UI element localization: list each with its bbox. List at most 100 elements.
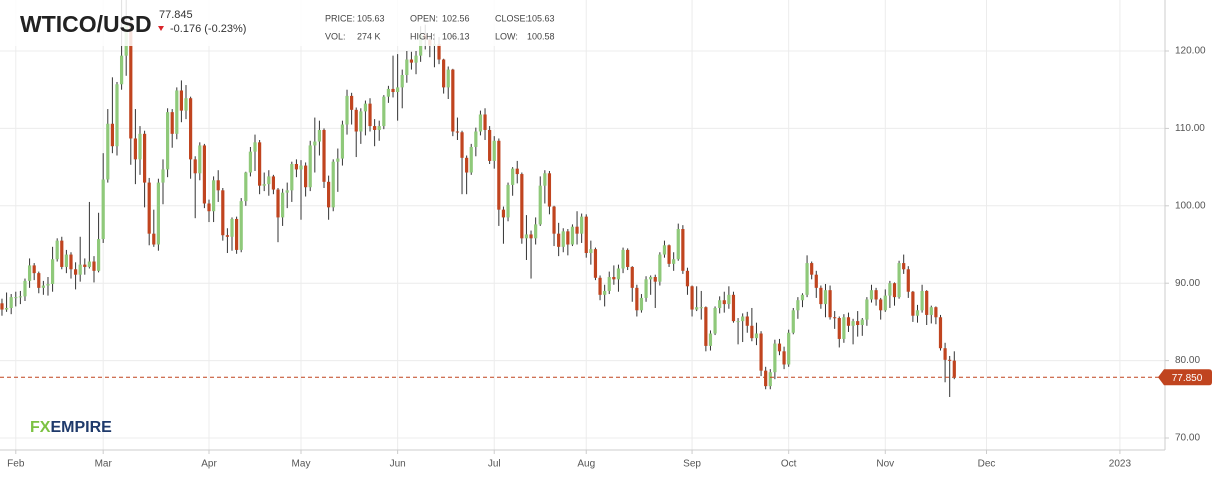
candle-body [262,184,266,186]
candle-body [368,103,372,127]
candle-body [860,319,864,325]
candle-body [718,300,722,308]
candle-body [708,333,713,346]
candle-body [529,234,533,239]
candle-body [713,307,717,334]
candle-body [50,259,55,284]
candle-body [106,123,110,180]
candle-body [934,307,938,318]
candle-body [354,109,358,132]
candle-body [612,277,616,280]
candle-body [331,161,335,208]
candle-body [221,190,225,236]
candle-body [363,103,368,112]
candle-body [179,90,184,111]
candle-body [566,231,570,245]
candle-body [865,299,869,320]
candle-body [520,174,524,239]
candle-body [267,176,271,185]
info-label: PRICE: [325,13,355,23]
candle-body [810,263,814,275]
candle-body [699,307,703,309]
candle-body [952,360,956,377]
info-value: 106.13 [442,31,470,41]
candle-body [837,318,841,339]
candle-body [235,218,239,250]
info-value: 274 K [357,31,381,41]
candle-body [874,290,878,300]
candle-body [396,87,400,93]
x-tick-label: Apr [201,459,217,470]
candle-body [474,131,478,147]
candle-body [87,261,91,267]
candle-body [911,291,915,316]
candle-body [667,245,671,264]
candle-body [460,132,464,158]
last-price: 77.845 [159,9,193,21]
candle-body [386,88,391,97]
candle-body [437,44,441,60]
candle-body [814,274,818,288]
candle-body [248,151,253,173]
candle-body [478,114,483,132]
candle-body [290,164,294,191]
candle-body [202,145,207,204]
candle-body [584,216,588,254]
candle-body [561,231,565,247]
candle-body [165,112,170,170]
candle-body [119,55,124,85]
candle-body [465,157,469,173]
axes: 70.00 80.00 90.00 100.00 110.00 120.00 Feb Mar A… [0,46,1212,470]
candle-body [483,114,487,130]
candle-body [823,290,828,305]
x-tick-label: 2023 [1109,459,1132,470]
candle-body [115,84,119,147]
symbol: WTICO/USD [20,11,152,37]
candle-body [570,226,575,245]
candle-body [925,290,929,315]
candle-body [492,140,496,161]
info-label: OPEN: [410,13,438,23]
candle-body [869,290,874,300]
candle-body [239,201,243,250]
candle-body [152,233,156,245]
candle-body [64,254,68,267]
x-tick-label: Dec [978,459,996,470]
candle-body [731,294,736,322]
candle-body [695,307,699,310]
logo: FXEMPIRE [30,419,112,436]
candle-body [212,180,216,212]
down-arrow [158,26,164,31]
candle-body [497,140,501,210]
candle-body [639,297,644,311]
candle-body [759,333,763,371]
info-label: CLOSE: [495,13,528,23]
header-backdrop [0,0,560,46]
info-value: 105.63 [357,13,385,23]
info-label: LOW: [495,31,518,41]
candle-body [506,184,510,218]
candle-body [276,189,280,218]
candle-body [644,279,648,298]
y-tick-label: 110.00 [1175,123,1205,134]
candle-body [690,286,694,310]
candle-body [322,129,326,182]
candle-body [833,317,837,319]
candle-body [943,348,947,360]
candle-body [511,168,515,185]
candle-body [846,317,851,326]
current-price-tag [1158,369,1212,386]
y-tick-label: 120.00 [1175,46,1206,57]
candle-body [271,176,276,190]
candle-body [133,138,137,160]
candle-body [791,310,795,333]
candle-body [488,129,492,161]
candle-body [147,182,151,234]
candle-body [704,307,708,346]
candle-body [534,224,538,239]
candle-body [515,168,519,175]
candle-body [593,249,598,278]
candle-body [603,290,607,295]
candle-body [856,321,860,325]
